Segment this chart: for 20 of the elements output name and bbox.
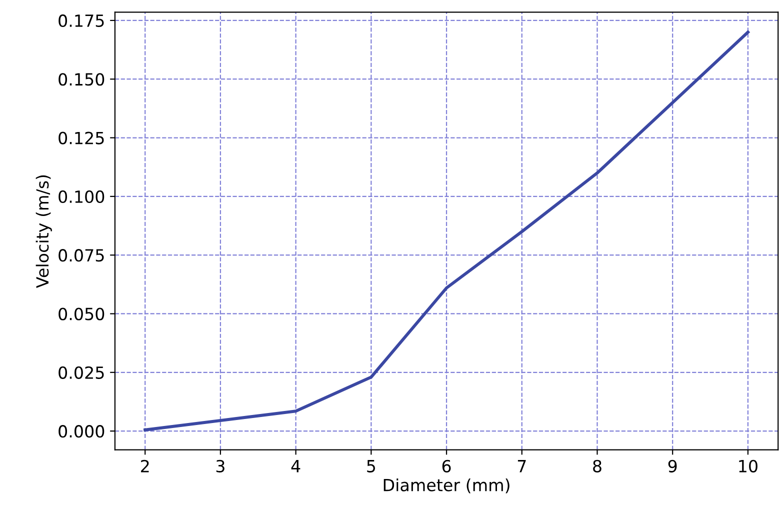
y-tick-label: 0.175 bbox=[58, 14, 104, 28]
y-tick-label: 0.125 bbox=[58, 132, 104, 144]
x-tick-label: 9 bbox=[668, 460, 677, 472]
y-tick-label: 0.150 bbox=[58, 73, 104, 86]
line-series bbox=[144, 30, 750, 432]
x-tick-label: 3 bbox=[216, 460, 224, 472]
x-tick-label: 4 bbox=[291, 460, 300, 472]
x-axis-title: Diameter (mm) bbox=[384, 478, 510, 494]
x-tick-label: 6 bbox=[442, 460, 451, 472]
x-tick-label: 5 bbox=[367, 460, 376, 472]
x-tick-label: 10 bbox=[739, 460, 758, 472]
x-tick-label: 2 bbox=[141, 460, 149, 472]
y-tick-label: 0.100 bbox=[58, 190, 104, 203]
y-tick-label: 0.000 bbox=[58, 425, 104, 438]
y-axis-title: Velocity (m/s) bbox=[36, 175, 52, 288]
y-tick-label: 0.075 bbox=[58, 249, 104, 262]
x-tick-label: 8 bbox=[593, 460, 602, 472]
y-tick-label: 0.025 bbox=[58, 366, 104, 379]
x-tick-label: 7 bbox=[518, 460, 526, 472]
y-tick-label: 0.050 bbox=[58, 308, 104, 320]
